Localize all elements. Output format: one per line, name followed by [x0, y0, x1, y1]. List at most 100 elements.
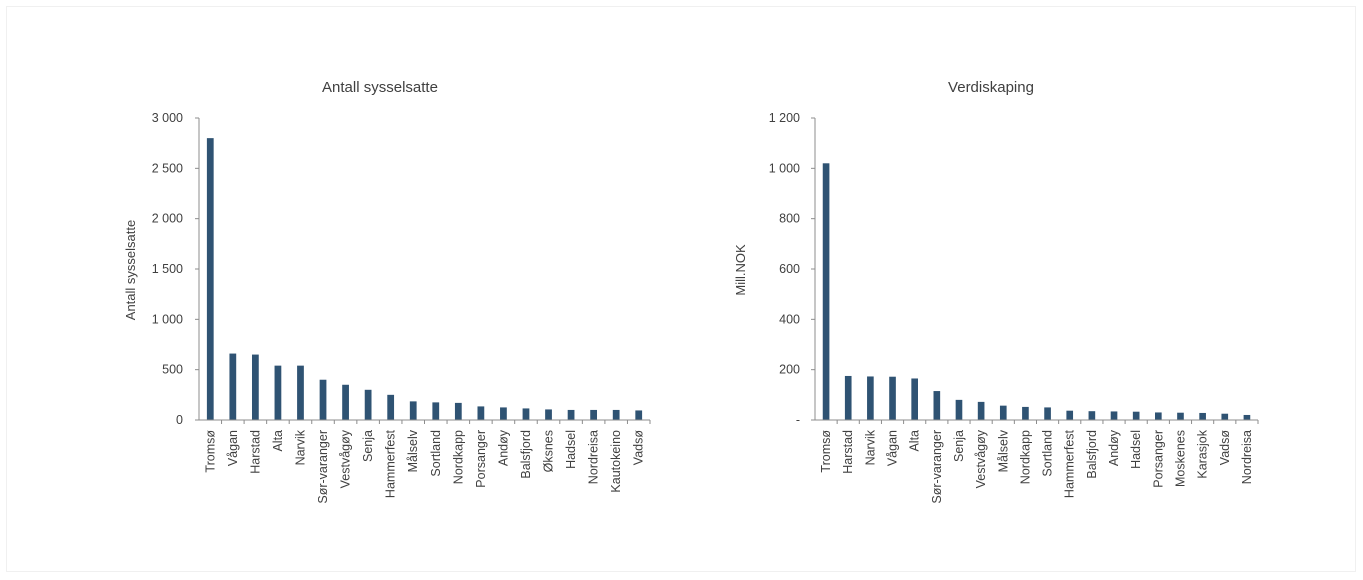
chart-2-bars	[822, 163, 1251, 421]
bar	[545, 409, 552, 420]
bar	[409, 401, 417, 420]
bar	[1177, 412, 1184, 420]
category-label: Øksnes	[542, 430, 556, 472]
chart-1-y-ticks: 0 500 1 000 1 500 2 000 2 500 3 000	[152, 111, 199, 427]
bar	[1132, 411, 1140, 420]
bar	[635, 410, 643, 420]
category-label: Hammerfest	[384, 429, 398, 498]
bar	[867, 376, 874, 420]
y-tick-label: 1 000	[152, 312, 183, 326]
category-label: Nordkapp	[1018, 430, 1032, 484]
bar	[1221, 413, 1229, 420]
category-label: Balsfjord	[519, 430, 533, 479]
category-label: Harstad	[841, 430, 855, 474]
category-label: Andøy	[496, 429, 510, 466]
bar	[364, 389, 372, 420]
bar	[1022, 406, 1029, 420]
chart-1-title: Antall sysselsatte	[322, 79, 438, 96]
category-label: Sortland	[429, 430, 443, 477]
chart-1-ylabel: Antall sysselsatte	[123, 220, 138, 320]
chart-2-ylabel: Mill.NOK	[733, 244, 748, 296]
bar	[822, 163, 830, 421]
category-label: Andøy	[1107, 429, 1121, 466]
y-tick-label: 2 000	[152, 212, 183, 226]
category-label: Nordreisa	[587, 430, 601, 484]
category-label: Harstad	[248, 430, 262, 474]
category-label: Nordreisa	[1240, 430, 1254, 484]
category-label: Målselv	[406, 429, 420, 472]
bar	[432, 402, 440, 420]
category-label: Moskenes	[1173, 430, 1187, 487]
bar	[500, 407, 507, 420]
category-label: Vadsø	[1218, 430, 1232, 466]
category-label: Balsfjord	[1085, 430, 1099, 479]
category-label: Hadsel	[1129, 430, 1143, 469]
category-label: Alta	[908, 430, 922, 452]
y-tick-label: 400	[779, 312, 800, 326]
bar	[977, 401, 985, 420]
category-label: Sør-varanger	[930, 430, 944, 504]
y-tick-label: 1 500	[152, 262, 183, 276]
bar	[1066, 410, 1074, 420]
category-label: Nordkapp	[451, 430, 465, 484]
category-label: Tromsø	[819, 430, 833, 473]
chart-sysselsatte: Antall sysselsatte Antall sysselsatte 0 5…	[123, 79, 651, 504]
y-tick-label: 200	[779, 363, 800, 377]
bar	[590, 409, 598, 420]
category-label: Senja	[361, 430, 375, 462]
category-label: Senja	[952, 430, 966, 462]
bar	[889, 376, 896, 420]
bar	[955, 399, 963, 420]
category-label: Alta	[271, 430, 285, 452]
y-tick-label: 1 000	[769, 161, 800, 175]
bar	[911, 378, 918, 420]
bar	[274, 365, 282, 420]
bar	[1088, 411, 1096, 420]
bar	[933, 391, 941, 420]
bar	[1044, 407, 1051, 420]
bar	[251, 354, 259, 420]
bar	[206, 138, 214, 420]
chart-1-axes	[195, 117, 650, 421]
category-label: Vågan	[886, 430, 900, 466]
chart-1-bars	[206, 138, 643, 420]
chart-frame	[6, 6, 1356, 572]
y-tick-label: 600	[779, 262, 800, 276]
bar	[319, 379, 327, 420]
y-tick-label: 1 200	[769, 111, 800, 125]
y-tick-label: 0	[176, 413, 183, 427]
chart-2-y-ticks: - 200 400 600 800 1 000 1 200	[769, 111, 815, 427]
y-tick-label: -	[796, 413, 800, 427]
bar	[844, 375, 852, 420]
category-label: Kautokeino	[609, 430, 623, 493]
chart-2-title: Verdiskaping	[948, 79, 1034, 96]
bar	[1199, 412, 1206, 420]
category-label: Tromsø	[203, 430, 217, 473]
bar	[1110, 411, 1118, 420]
category-label: Målselv	[996, 429, 1010, 472]
y-tick-label: 800	[779, 212, 800, 226]
bar	[999, 405, 1007, 420]
bar	[477, 406, 485, 420]
category-label: Sortland	[1041, 430, 1055, 477]
category-label: Porsanger	[474, 430, 488, 488]
y-tick-label: 500	[162, 363, 183, 377]
bar	[229, 353, 237, 420]
bar	[522, 408, 530, 420]
bar	[297, 365, 304, 420]
category-label: Narvik	[863, 429, 877, 465]
bar	[387, 394, 395, 420]
category-label: Hadsel	[564, 430, 578, 469]
bar	[342, 384, 349, 420]
category-label: Karasjok	[1196, 429, 1210, 478]
chart-1-category-labels: Tromsø Vågan Harstad Alta Narvik Sør-varanger…	[203, 420, 651, 504]
bar	[567, 409, 575, 420]
bar	[1243, 414, 1251, 420]
y-tick-label: 3 000	[152, 111, 183, 125]
category-label: Porsanger	[1151, 430, 1165, 488]
category-label: Sør-varanger	[316, 430, 330, 504]
chart-2-axes	[811, 117, 1258, 421]
bar	[1155, 412, 1162, 420]
bar	[612, 409, 620, 420]
